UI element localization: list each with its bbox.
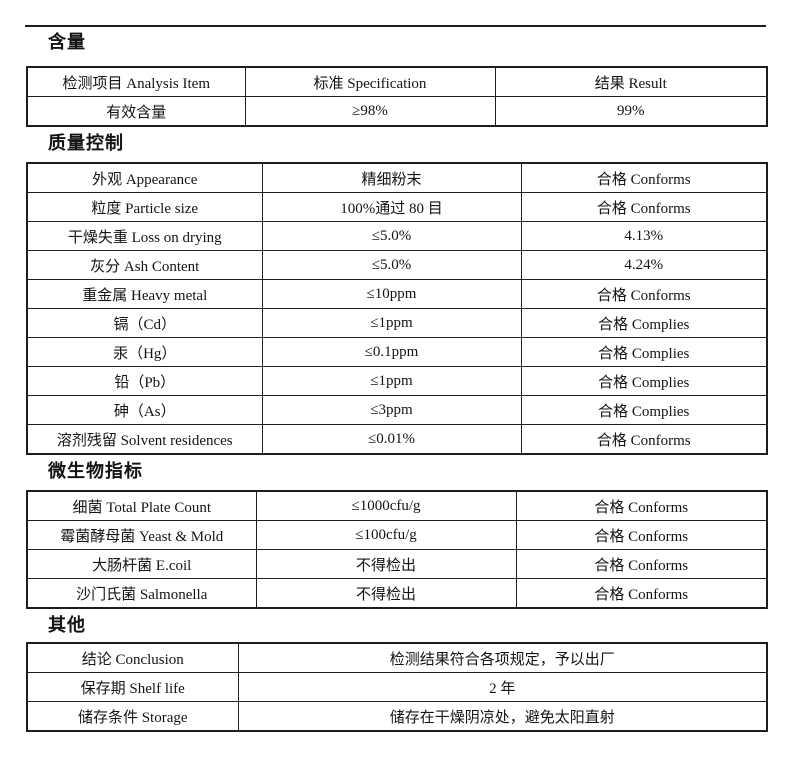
table-cell: 合格 Conforms: [515, 549, 768, 579]
coa-document: 含量 检测项目 Analysis Item 标准 Specification 结…: [0, 25, 800, 732]
top-divider: [25, 25, 766, 27]
table-row: 大肠杆菌 E.coil 不得检出 合格 Conforms: [26, 549, 768, 579]
table-cell: 结论 Conclusion: [26, 642, 239, 673]
table-row: 重金属 Heavy metal ≤10ppm 合格 Conforms: [26, 279, 768, 309]
section-title-quality-control: 质量控制: [48, 133, 124, 153]
table-row: 结论 Conclusion 检测结果符合各项规定，予以出厂: [26, 642, 768, 673]
table-cell: 合格 Conforms: [520, 192, 768, 222]
column-header-result: 结果 Result: [494, 66, 768, 97]
table-row: 镉（Cd） ≤1ppm 合格 Complies: [26, 308, 768, 338]
table-cell: ≥98%: [244, 96, 496, 127]
table-cell: 有效含量: [26, 96, 246, 127]
table-row: 霉菌酵母菌 Yeast & Mold ≤100cfu/g 合格 Conforms: [26, 520, 768, 550]
table-cell: ≤100cfu/g: [255, 520, 517, 550]
table-row: 灰分 Ash Content ≤5.0% 4.24%: [26, 250, 768, 280]
table-cell: 霉菌酵母菌 Yeast & Mold: [26, 520, 257, 550]
quality-control-table: 外观 Appearance 精细粉末 合格 Conforms 粒度 Particle …: [26, 162, 768, 455]
table-cell: 砷（As）: [26, 395, 263, 425]
section-microbiological: 微生物指标 细菌 Total Plate Count ≤1000cfu/g 合格 C…: [26, 460, 768, 609]
table-cell: 合格 Complies: [520, 308, 768, 338]
table-cell: ≤5.0%: [261, 221, 522, 251]
other-table: 结论 Conclusion 检测结果符合各项规定，予以出厂 保存期 Shelf li…: [26, 642, 768, 732]
table-cell: 储存在干燥阴凉处，避免太阳直射: [237, 701, 768, 732]
table-cell: 精细粉末: [261, 162, 522, 193]
table-cell: 粒度 Particle size: [26, 192, 263, 222]
table-cell: 灰分 Ash Content: [26, 250, 263, 280]
table-cell: 重金属 Heavy metal: [26, 279, 263, 309]
table-row: 粒度 Particle size 100%通过 80 目合格 Conforms: [26, 192, 768, 222]
table-row: 干燥失重 Loss on drying ≤5.0% 4.13%: [26, 221, 768, 251]
table-cell: 4.13%: [520, 221, 768, 251]
table-cell: ≤1ppm: [261, 308, 522, 338]
table-cell: ≤1ppm: [261, 366, 522, 396]
table-cell: ≤1000cfu/g: [255, 490, 517, 521]
table-cell: 合格 Conforms: [515, 490, 768, 521]
content-table: 检测项目 Analysis Item 标准 Specification 结果 R…: [26, 66, 768, 127]
table-cell: 汞（Hg）: [26, 337, 263, 367]
table-cell: 100%通过 80 目: [261, 192, 522, 222]
table-row: 保存期 Shelf life 2 年: [26, 672, 768, 702]
table-cell: ≤3ppm: [261, 395, 522, 425]
section-other: 其他 结论 Conclusion 检测结果符合各项规定，予以出厂 保存期 Shelf…: [26, 614, 768, 732]
table-cell: 细菌 Total Plate Count: [26, 490, 257, 521]
table-row: 储存条件 Storage 储存在干燥阴凉处，避免太阳直射: [26, 701, 768, 732]
table-cell: 合格 Conforms: [515, 520, 768, 550]
table-cell: 沙门氏菌 Salmonella: [26, 578, 257, 609]
table-cell: 99%: [494, 96, 768, 127]
table-cell: 外观 Appearance: [26, 162, 263, 193]
table-cell: 保存期 Shelf life: [26, 672, 239, 702]
section-title-microbiological: 微生物指标: [48, 461, 143, 481]
table-cell: 4.24%: [520, 250, 768, 280]
table-cell: 合格 Conforms: [520, 162, 768, 193]
section-title-content: 含量: [48, 32, 86, 52]
table-cell: ≤10ppm: [261, 279, 522, 309]
table-row: 砷（As） ≤3ppm 合格 Complies: [26, 395, 768, 425]
table-row: 细菌 Total Plate Count ≤1000cfu/g 合格 Conform…: [26, 490, 768, 521]
table-row: 溶剂残留 Solvent residences ≤0.01% 合格 Conforms: [26, 424, 768, 455]
table-cell: 合格 Conforms: [515, 578, 768, 609]
table-cell: 不得检出: [255, 549, 517, 579]
table-row: 沙门氏菌 Salmonella 不得检出 合格 Conforms: [26, 578, 768, 609]
section-quality-control: 质量控制 外观 Appearance 精细粉末 合格 Conforms 粒度 Part…: [26, 132, 768, 455]
table-cell: ≤5.0%: [261, 250, 522, 280]
table-cell: 2 年: [237, 672, 768, 702]
table-cell: 不得检出: [255, 578, 517, 609]
table-cell: 合格 Complies: [520, 395, 768, 425]
table-cell: ≤0.1ppm: [261, 337, 522, 367]
table-header-row: 检测项目 Analysis Item 标准 Specification 结果 R…: [26, 66, 768, 97]
table-cell: 镉（Cd）: [26, 308, 263, 338]
table-cell: 储存条件 Storage: [26, 701, 239, 732]
table-cell: 溶剂残留 Solvent residences: [26, 424, 263, 455]
table-cell: ≤0.01%: [261, 424, 522, 455]
table-cell: 合格 Conforms: [520, 279, 768, 309]
table-row: 汞（Hg） ≤0.1ppm 合格 Complies: [26, 337, 768, 367]
table-row: 有效含量 ≥98% 99%: [26, 96, 768, 127]
table-cell: 检测结果符合各项规定，予以出厂: [237, 642, 768, 673]
table-cell: 合格 Complies: [520, 366, 768, 396]
column-header-specification: 标准 Specification: [244, 66, 496, 97]
table-cell: 合格 Complies: [520, 337, 768, 367]
microbiological-table: 细菌 Total Plate Count ≤1000cfu/g 合格 Conform…: [26, 490, 768, 609]
table-row: 外观 Appearance 精细粉末 合格 Conforms: [26, 162, 768, 193]
section-content: 含量 检测项目 Analysis Item 标准 Specification 结…: [26, 31, 768, 127]
table-row: 铅（Pb） ≤1ppm 合格 Complies: [26, 366, 768, 396]
table-cell: 干燥失重 Loss on drying: [26, 221, 263, 251]
table-cell: 大肠杆菌 E.coil: [26, 549, 257, 579]
column-header-analysis-item: 检测项目 Analysis Item: [26, 66, 246, 97]
table-cell: 铅（Pb）: [26, 366, 263, 396]
table-cell: 合格 Conforms: [520, 424, 768, 455]
section-title-other: 其他: [48, 615, 86, 635]
